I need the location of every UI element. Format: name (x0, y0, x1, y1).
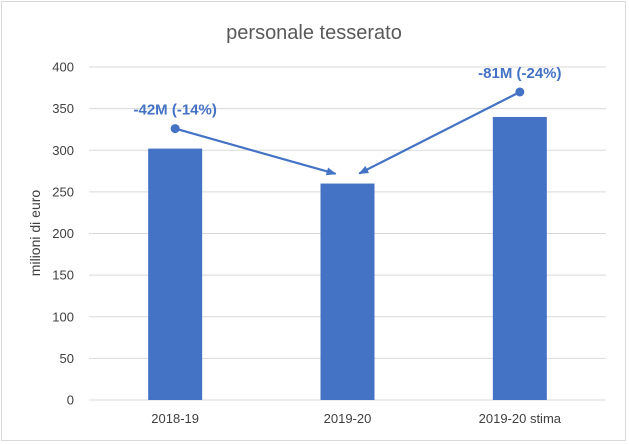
tick-labels: 0 50 100 150 200 250 300 350 400 2018-19 2019-20 20… (52, 60, 561, 427)
y-tick-label: 50 (60, 351, 74, 366)
y-tick-label: 100 (52, 309, 74, 324)
annotation-arrow (174, 127, 337, 176)
y-tick-label: 400 (52, 60, 74, 75)
y-tick-label: 250 (52, 184, 74, 199)
bar (492, 116, 547, 400)
bars (148, 116, 547, 400)
y-tick-label: 150 (52, 268, 74, 283)
y-tick-label: 350 (52, 101, 74, 116)
y-tick-label: 200 (52, 226, 74, 241)
annotation-arrow (358, 90, 521, 175)
annotation-label: -81M (-24%) (478, 65, 561, 82)
annotation-label: -42M (-14%) (133, 102, 216, 119)
annotation-dot (515, 87, 525, 97)
chart-title: personale tesserato (226, 22, 402, 44)
bar (320, 183, 375, 400)
y-tick-label: 0 (67, 393, 74, 408)
x-tick-label: 2019-20 (324, 411, 372, 426)
y-axis-label: milioni di euro (27, 190, 43, 277)
x-tick-label: 2018-19 (151, 411, 199, 426)
bar (148, 148, 203, 400)
annotation-dot (170, 124, 180, 134)
x-tick-label: 2019-20 stima (479, 411, 562, 426)
y-tick-label: 300 (52, 143, 74, 158)
annotations: -42M (-14%) -81M (-24%) (133, 65, 562, 176)
